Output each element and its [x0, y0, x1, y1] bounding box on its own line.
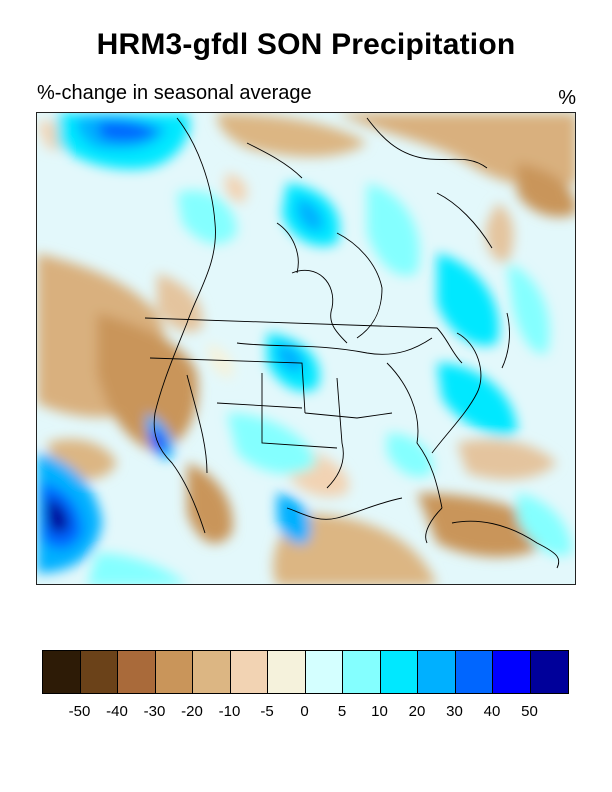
colorbar-tick-label: 50: [521, 703, 538, 720]
map-subtitle: %-change in seasonal average: [37, 82, 312, 104]
units-label: %: [558, 87, 576, 109]
colorbar-tick-label: -5: [260, 703, 274, 720]
colorbar: [42, 650, 569, 694]
colorbar-box: [343, 651, 381, 693]
colorbar-tick-label: -50: [68, 703, 91, 720]
colorbar-box: [493, 651, 531, 693]
colorbar-box: [530, 651, 568, 693]
map-title: HRM3-gfdl SON Precipitation: [96, 28, 516, 61]
colorbar-box: [268, 651, 306, 693]
colorbar-tick-label: -10: [218, 703, 241, 720]
colorbar-box: [155, 651, 193, 693]
colorbar-box: [305, 651, 343, 693]
colorbar-tick-label: 40: [483, 703, 501, 720]
colorbar-tick-label: 10: [371, 703, 388, 720]
colorbar-tick-label: 30: [446, 703, 463, 720]
coastline-outlines: [144, 117, 560, 569]
colorbar-box: [418, 651, 456, 693]
colorbar-box: [80, 651, 118, 693]
colorbar-box: [380, 651, 418, 693]
colorbar-box: [193, 651, 231, 693]
colorbar-box: [43, 651, 81, 693]
colorbar-tick-label: 20: [408, 703, 426, 720]
precipitation-change-map: [36, 112, 576, 585]
colorbar-tick-label: -30: [143, 703, 166, 720]
precipitation-field: [37, 113, 575, 584]
colorbar-tick-label: -40: [106, 703, 128, 720]
colorbar-box: [230, 651, 268, 693]
colorbar-tick-label: 5: [337, 703, 347, 720]
colorbar-box: [118, 651, 156, 693]
colorbar-tick-label: -20: [181, 703, 203, 720]
colorbar-labels: -50 -40 -30 -20 -10 -5 0 5 10 20 30 40 50: [0, 703, 612, 723]
colorbar-tick-label: 0: [300, 703, 309, 720]
colorbar-box: [455, 651, 493, 693]
